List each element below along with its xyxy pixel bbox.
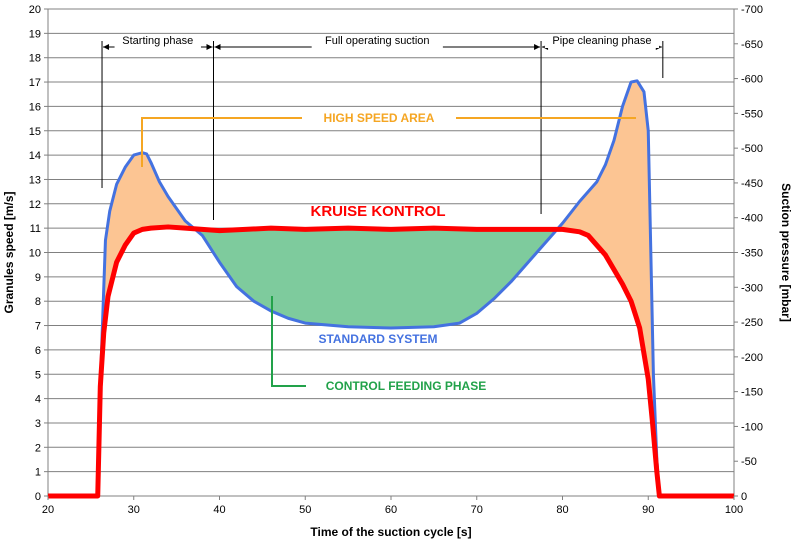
x-tick-label: 100: [725, 504, 743, 516]
high-speed-fill: [98, 152, 194, 460]
phase-arrowhead-right: [206, 44, 213, 50]
x-tick-label: 60: [385, 504, 397, 516]
standard-system-label: STANDARD SYSTEM: [318, 332, 437, 346]
high-speed-area-label: HIGH SPEED AREA: [324, 111, 435, 125]
y2-tick-label: -600: [741, 74, 763, 86]
control-feeding-phase-label: CONTROL FEEDING PHASE: [326, 379, 486, 393]
y2-tick-label: -150: [741, 387, 763, 399]
phase-label: Full operating suction: [325, 35, 430, 47]
y2-tick-label: -350: [741, 248, 763, 260]
area-fills: [98, 80, 659, 488]
phase-arrowhead-left: [214, 44, 221, 50]
y-tick-label: 15: [29, 126, 41, 138]
y2-tick-label: -500: [741, 143, 763, 155]
y-tick-label: 14: [29, 150, 41, 162]
axes: 20 30 40 50 60 70 80 90 100012345678910111213141…: [2, 4, 793, 539]
y-tick-label: 7: [35, 321, 41, 333]
y2-axis-title: Suction pressure [mbar]: [779, 183, 793, 322]
kruise-kontrol-line: [48, 224, 734, 499]
kruise-kontrol-label: KRUISE KONTROL: [311, 203, 446, 220]
phase-label-bg: [311, 35, 443, 48]
y2-tick-label: -50: [741, 456, 757, 468]
x-tick-label: 30: [128, 504, 140, 516]
x-tick-label: 80: [556, 504, 568, 516]
phase-label-bg: [114, 35, 201, 48]
y-tick-label: 0: [35, 491, 41, 503]
y2-tick-label: -550: [741, 108, 763, 120]
phase-label: Pipe cleaning phase: [552, 35, 651, 47]
y-tick-label: 11: [30, 223, 41, 235]
x-axis-title: Time of the suction cycle [s]: [310, 525, 471, 539]
x-tick-label: 20: [42, 504, 54, 516]
x-tick-label: 90: [642, 504, 654, 516]
y2-tick-label: -200: [741, 352, 763, 364]
phase-arrowhead-left: [103, 44, 110, 50]
phase-markers: Starting phase Full operating suction Pipe…: [101, 35, 664, 220]
y-tick-label: 13: [29, 174, 41, 186]
y-tick-label: 6: [35, 345, 41, 357]
y2-tick-label: -250: [741, 317, 763, 329]
y2-tick-label: -300: [741, 282, 763, 294]
y2-tick-label: -450: [741, 178, 763, 190]
y-tick-label: 20: [29, 4, 41, 16]
y-tick-label: 10: [29, 248, 41, 260]
x-tick-label: 40: [213, 504, 225, 516]
y-tick-label: 4: [35, 394, 41, 406]
y-tick-label: 18: [29, 53, 41, 65]
y2-tick-label: -400: [741, 213, 763, 225]
y-tick-label: 3: [35, 418, 41, 430]
x-tick-label: 50: [299, 504, 311, 516]
y-tick-label: 1: [35, 467, 41, 479]
y-tick-label: 8: [35, 296, 41, 308]
y-tick-label: 12: [29, 199, 41, 211]
phase-label-bg: [544, 35, 660, 48]
phase-arrowhead-right: [534, 44, 541, 50]
y2-tick-label: -700: [741, 4, 763, 16]
high-speed-fill: [557, 80, 659, 488]
y-tick-label: 5: [35, 369, 41, 381]
y-tick-label: 17: [29, 77, 41, 89]
y-axis-title: Granules speed [m/s]: [2, 191, 16, 313]
y2-tick-label: -650: [741, 39, 763, 51]
y2-tick-label: 0: [741, 491, 747, 503]
y2-tick-label: -100: [741, 421, 763, 433]
annotations: HIGH SPEED AREA KRUISE KONTROL STANDARD …: [141, 111, 636, 393]
y-tick-label: 19: [29, 28, 41, 40]
y-tick-label: 16: [29, 101, 41, 113]
y-tick-label: 2: [35, 442, 41, 454]
standard-system-line: [48, 79, 734, 498]
x-tick-label: 70: [471, 504, 483, 516]
series-lines: [48, 79, 734, 499]
y-tick-label: 9: [35, 272, 41, 284]
control-feeding-fill: [194, 228, 557, 328]
phase-label: Starting phase: [122, 35, 193, 47]
